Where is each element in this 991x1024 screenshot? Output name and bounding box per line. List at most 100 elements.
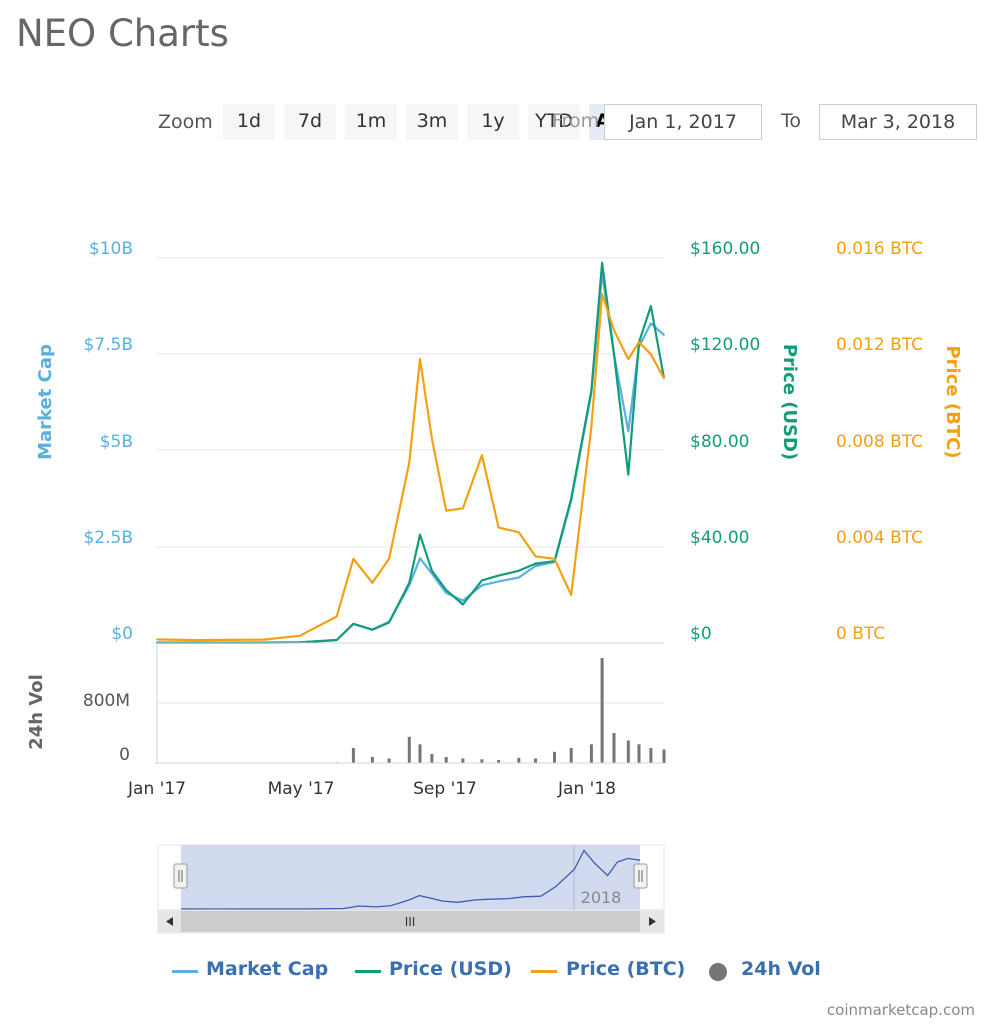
navigator-mask[interactable] <box>181 845 640 910</box>
data-point <box>553 557 556 560</box>
to-date-input[interactable]: Mar 3, 2018 <box>819 104 977 140</box>
data-point <box>613 329 615 332</box>
data-point <box>481 454 483 457</box>
usd-tick-0: $0 <box>690 624 712 644</box>
x-tick-jan18: Jan '18 <box>557 779 616 799</box>
data-point <box>650 322 652 325</box>
vol-tick-800m: 800M <box>83 691 130 711</box>
x-tick-jan17: Jan '17 <box>127 779 186 799</box>
data-point <box>590 389 593 392</box>
vol-tick-0: 0 <box>119 745 130 765</box>
volume-bar <box>626 740 630 763</box>
volume-bars <box>155 658 666 764</box>
data-point <box>388 621 390 624</box>
navigator-year-label: 2018 <box>581 888 622 907</box>
data-point <box>419 533 421 536</box>
line-swatch-icon <box>531 970 557 973</box>
caret-right-icon <box>649 917 656 926</box>
navigator-left-handle[interactable] <box>173 863 188 889</box>
btc-tick-0-016: 0.016 BTC <box>836 239 923 259</box>
data-point <box>193 639 195 641</box>
data-point <box>371 628 374 631</box>
data-point <box>627 473 630 476</box>
data-point <box>263 638 265 641</box>
data-point <box>335 615 338 618</box>
scroll-left-button[interactable] <box>158 911 181 932</box>
x-tick-may17: May '17 <box>268 779 335 799</box>
data-point <box>431 437 433 440</box>
data-point <box>534 555 537 558</box>
volume-bar <box>387 758 391 763</box>
data-point <box>570 497 573 500</box>
volume-bar <box>444 757 448 763</box>
data-point <box>481 584 483 587</box>
data-point <box>445 509 448 512</box>
data-point <box>352 622 355 625</box>
data-point <box>462 507 464 510</box>
volume-bar <box>497 760 501 763</box>
volume-bar <box>553 751 556 764</box>
data-point <box>298 634 301 637</box>
data-point <box>534 562 537 565</box>
from-label: From <box>552 110 600 132</box>
legend-label: Price (USD) <box>389 958 512 980</box>
data-point <box>650 353 652 356</box>
usd-tick-120: $120.00 <box>690 335 760 355</box>
data-point <box>408 581 411 584</box>
data-point <box>638 341 640 344</box>
usd-tick-160: $160.00 <box>690 239 760 259</box>
navigator-series-line <box>180 849 641 910</box>
volume-bar <box>407 736 411 764</box>
x-tick-sep17: Sep '17 <box>413 779 477 799</box>
line-swatch-icon <box>355 970 381 973</box>
series-line-price-btc <box>156 293 665 642</box>
data-point <box>650 305 652 307</box>
btc-tick-0-008: 0.008 BTC <box>836 432 923 452</box>
volume-bar <box>569 748 573 763</box>
usd-tick-80: $80.00 <box>690 432 749 452</box>
navigator-right-handle[interactable] <box>633 863 648 889</box>
zoom-1d-button[interactable]: 1d <box>223 104 275 140</box>
credit-link[interactable]: coinmarketcap.com <box>826 1001 975 1019</box>
data-point <box>445 592 448 594</box>
zoom-7d-button[interactable]: 7d <box>284 104 336 140</box>
data-point <box>663 377 665 380</box>
volume-bar <box>370 757 374 763</box>
from-date-input[interactable]: Jan 1, 2017 <box>604 104 762 140</box>
data-point <box>481 579 483 582</box>
zoom-1y-button[interactable]: 1y <box>467 104 519 140</box>
data-point <box>462 603 464 606</box>
data-point <box>601 293 603 295</box>
legend-label: 24h Vol <box>741 958 821 980</box>
data-point <box>431 569 433 572</box>
data-point <box>408 461 411 464</box>
data-point <box>226 639 229 641</box>
btc-tick-0-004: 0.004 BTC <box>836 528 923 548</box>
zoom-1m-button[interactable]: 1m <box>345 104 397 140</box>
data-point <box>352 557 355 560</box>
scrollbar-thumb[interactable] <box>181 911 640 932</box>
scroll-right-button[interactable] <box>640 911 664 932</box>
volume-bar <box>534 758 537 763</box>
data-point <box>419 557 421 560</box>
navigator[interactable]: 2018 <box>157 844 665 911</box>
volume-bar <box>649 748 653 763</box>
zoom-label: Zoom <box>158 111 213 133</box>
legend-label: Price (BTC) <box>566 958 686 980</box>
mcap-tick-0: $0 <box>111 624 133 644</box>
data-point <box>534 565 537 567</box>
data-point <box>497 580 500 583</box>
zoom-3m-button[interactable]: 3m <box>406 104 458 140</box>
dot-swatch-icon <box>709 963 727 981</box>
scrollbar[interactable]: III <box>157 909 665 934</box>
data-point <box>570 594 573 596</box>
volume-bar <box>351 748 355 763</box>
data-point <box>590 425 593 428</box>
btc-axis-title: Price (BTC) <box>942 345 963 458</box>
volume-bar <box>517 757 521 764</box>
data-point <box>613 353 615 356</box>
zoom-ytd-button[interactable]: YTD <box>528 104 580 140</box>
price-lines <box>156 261 666 644</box>
data-point <box>627 430 630 433</box>
data-point <box>445 589 448 591</box>
